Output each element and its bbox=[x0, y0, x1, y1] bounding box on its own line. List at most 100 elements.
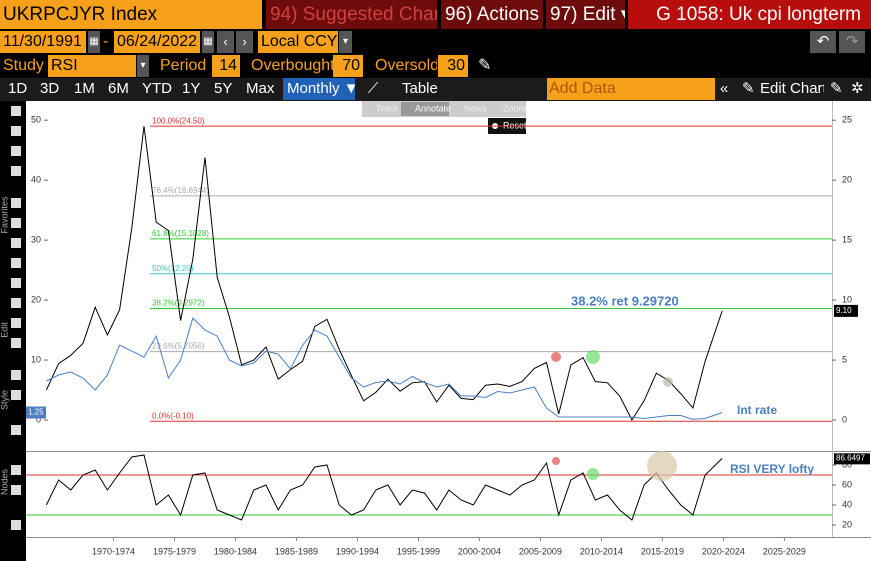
tool-icon[interactable] bbox=[11, 218, 21, 228]
tool-icon[interactable] bbox=[11, 258, 21, 268]
tool-icon[interactable] bbox=[11, 318, 21, 328]
oversold-label: Oversold bbox=[375, 57, 437, 74]
y-tick-label: 30 bbox=[31, 234, 41, 244]
y2-tick-label: 15 bbox=[842, 234, 852, 244]
suggested-charts[interactable]: 94) Suggested Charts bbox=[266, 0, 437, 29]
y-tick-label: 10 bbox=[31, 354, 41, 364]
tool-icon[interactable] bbox=[11, 390, 21, 400]
rsi-tick-label: 40 bbox=[842, 499, 852, 509]
tool-icon[interactable] bbox=[11, 465, 21, 475]
y2-tick-label: 0 bbox=[842, 414, 847, 424]
series-line bbox=[46, 317, 723, 420]
chart-tool[interactable]: Annotate bbox=[415, 103, 451, 113]
reset-label[interactable]: Reset bbox=[503, 120, 527, 130]
edit-menu[interactable]: 97) Edit ▾ bbox=[546, 0, 625, 29]
period-label: Period bbox=[160, 57, 207, 74]
highlight-marker bbox=[587, 468, 599, 480]
redo-button[interactable]: ↷ bbox=[839, 31, 865, 53]
x-tick-label: 2010-2014 bbox=[580, 546, 623, 556]
y2-tick-label: 10 bbox=[842, 294, 852, 304]
edit-icon: ✎ bbox=[742, 80, 755, 97]
chart-background bbox=[26, 101, 871, 561]
x-tick-label: 1980-1984 bbox=[214, 546, 257, 556]
tool-icon[interactable] bbox=[11, 106, 21, 116]
x-tick-label: 1990-1994 bbox=[336, 546, 379, 556]
undo-button[interactable]: ↶ bbox=[810, 31, 836, 53]
range-button[interactable]: 5Y bbox=[214, 80, 233, 97]
edit-chart-button[interactable]: Edit Chart bbox=[760, 80, 824, 97]
x-tick-label: 2025-2029 bbox=[763, 546, 806, 556]
rsi-line bbox=[45, 454, 723, 521]
end-date[interactable]: 06/24/2022 bbox=[114, 31, 200, 53]
frequency-button[interactable]: Monthly ▼ bbox=[283, 78, 355, 100]
annotation: RSI VERY lofty bbox=[730, 462, 814, 476]
side-label: Edit bbox=[0, 322, 9, 338]
overbought-label: Overbought bbox=[251, 57, 333, 74]
fib-label: 23.6%(5.7056) bbox=[152, 342, 205, 351]
tool-icon[interactable] bbox=[11, 485, 21, 495]
range-button[interactable]: 6M bbox=[108, 80, 129, 97]
chart-type-icon[interactable]: ⟋ bbox=[367, 80, 379, 97]
rsi-tick-label: 20 bbox=[842, 519, 852, 529]
range-button[interactable]: 3D bbox=[40, 80, 60, 97]
last-value-label: 86.6497 bbox=[836, 453, 865, 462]
y2-tick-label: 25 bbox=[842, 115, 852, 125]
tool-icon[interactable] bbox=[11, 146, 21, 156]
calendar-icon[interactable]: ▦ bbox=[88, 31, 100, 53]
table-button[interactable]: Table bbox=[402, 80, 438, 97]
x-tick-label: 2005-2009 bbox=[519, 546, 562, 556]
last-value-box bbox=[834, 453, 870, 465]
last-value-box bbox=[834, 304, 858, 317]
x-tick-label: 2020-2024 bbox=[702, 546, 745, 556]
tool-icon[interactable] bbox=[11, 520, 21, 530]
period-field[interactable]: 14 bbox=[212, 55, 240, 77]
tool-icon[interactable] bbox=[11, 425, 21, 435]
start-date[interactable]: 11/30/1991 bbox=[0, 31, 86, 53]
x-tick-label: 1970-1974 bbox=[92, 546, 135, 556]
prev-button[interactable]: ‹ bbox=[217, 31, 234, 53]
pencil-icon[interactable]: ✎ bbox=[478, 57, 492, 74]
tool-icon[interactable] bbox=[11, 198, 21, 208]
range-button[interactable]: 1Y bbox=[182, 80, 201, 97]
active-tool bbox=[401, 102, 449, 116]
oversold-field[interactable]: 30 bbox=[438, 55, 468, 77]
dropdown-arrow[interactable]: ▾ bbox=[339, 31, 352, 53]
calendar-icon[interactable]: ▦ bbox=[202, 31, 214, 53]
add-data-field[interactable]: Add Data bbox=[547, 78, 715, 100]
next-button[interactable]: › bbox=[236, 31, 253, 53]
chart-tool[interactable]: Track bbox=[376, 103, 399, 113]
highlight-marker bbox=[586, 350, 600, 364]
fib-label: 100.0%(24.50) bbox=[152, 116, 205, 125]
tool-icon[interactable] bbox=[11, 298, 21, 308]
annotation: 38.2% ret 9.29720 bbox=[571, 293, 679, 308]
tool-icon[interactable] bbox=[11, 126, 21, 136]
tool-icon[interactable] bbox=[11, 338, 21, 348]
study-label: Study bbox=[3, 57, 44, 74]
range-button[interactable]: YTD bbox=[142, 80, 172, 97]
annotate-icon[interactable]: ✎ bbox=[830, 80, 843, 97]
last-value-label: 1.25 bbox=[28, 408, 44, 417]
settings-icon[interactable]: ✲ bbox=[851, 80, 864, 97]
fib-label: 50%(12.20) bbox=[152, 264, 194, 273]
range-button[interactable]: 1D bbox=[8, 80, 28, 97]
study-field[interactable]: RSI bbox=[48, 55, 136, 77]
chart-title: G 1058: Uk cpi longterm bbox=[628, 0, 871, 29]
currency-field[interactable]: Local CCY bbox=[258, 31, 338, 53]
actions-menu[interactable]: 96) Actions ▾ bbox=[441, 0, 543, 29]
ticker-field[interactable]: UKRPCJYR Index bbox=[0, 0, 262, 29]
chart-tool[interactable]: News bbox=[464, 103, 487, 113]
overbought-field[interactable]: 70 bbox=[333, 55, 363, 77]
chart-tool[interactable]: Zoom bbox=[503, 103, 526, 113]
collapse-button[interactable]: « bbox=[720, 80, 729, 97]
highlight-marker bbox=[647, 451, 677, 481]
dropdown-arrow[interactable]: ▾ bbox=[137, 55, 149, 77]
range-button[interactable]: 1M bbox=[74, 80, 95, 97]
tool-icon[interactable] bbox=[11, 238, 21, 248]
tool-icon[interactable] bbox=[11, 370, 21, 380]
y2-tick-label: 20 bbox=[842, 175, 852, 185]
y-tick-label: 0 bbox=[36, 414, 41, 424]
y-tick-label: 20 bbox=[31, 294, 41, 304]
range-button[interactable]: Max bbox=[246, 80, 275, 97]
tool-icon[interactable] bbox=[11, 166, 21, 176]
tool-icon[interactable] bbox=[11, 278, 21, 288]
